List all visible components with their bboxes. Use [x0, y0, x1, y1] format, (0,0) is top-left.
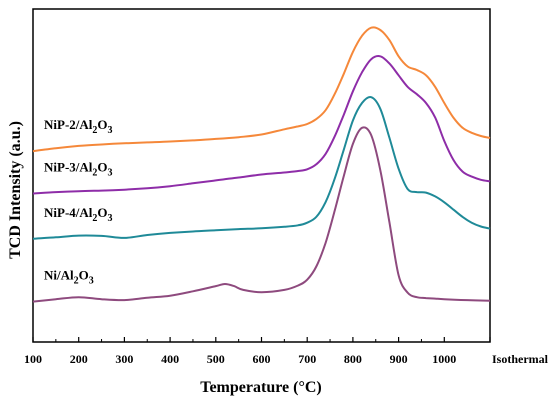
x-tick-label: 500 — [207, 352, 225, 366]
x-tick-label: 100 — [24, 352, 42, 366]
x-tick-label: 200 — [70, 352, 88, 366]
x-tick-label: 600 — [253, 352, 271, 366]
x-tick-label: Isothermal — [492, 352, 549, 366]
series-line-3 — [32, 96, 491, 240]
series-labels: NiP-2/Al2O3 NiP-3/Al2O3 NiP-4/Al2O3 Ni/Al2O… — [44, 117, 113, 286]
series-label-2: NiP-3/Al2O3 — [44, 160, 113, 179]
x-axis-label: Temperature (°C) — [200, 379, 321, 396]
series-line-4 — [32, 126, 491, 303]
x-tick-label: 1000 — [432, 352, 456, 366]
x-axis-tick-labels: 100 200 300 400 500 600 700 800 900 1000 Isotherma… — [24, 352, 549, 366]
series-label-3: NiP-4/Al2O3 — [44, 205, 113, 224]
series-line-2 — [32, 55, 491, 195]
x-tick-label: 300 — [115, 352, 133, 366]
series-line-1 — [32, 26, 491, 153]
series-label-4: Ni/Al2O3 — [44, 268, 94, 287]
series-lines — [32, 26, 491, 303]
x-tick-label: 900 — [390, 352, 408, 366]
x-tick-label: 800 — [344, 352, 362, 366]
y-axis-label: TCD Intensity (a.u.) — [7, 121, 24, 259]
x-tick-label: 700 — [298, 352, 316, 366]
x-tick-label: 400 — [161, 352, 179, 366]
series-label-1: NiP-2/Al2O3 — [44, 117, 113, 136]
x-axis-ticks — [32, 337, 491, 342]
